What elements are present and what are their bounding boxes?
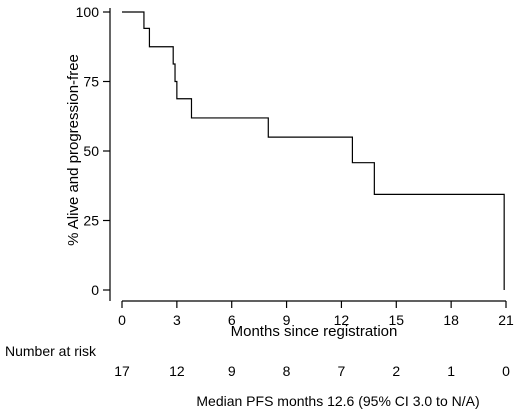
risk-count: 9 — [228, 363, 236, 379]
y-tick-label: 0 — [91, 282, 99, 298]
x-tick-label: 21 — [498, 312, 514, 328]
risk-table-label: Number at risk — [5, 343, 97, 359]
x-tick-label: 6 — [228, 312, 236, 328]
x-tick-label: 18 — [443, 312, 459, 328]
x-axis-title: Months since registration — [231, 323, 398, 340]
risk-count: 17 — [114, 363, 130, 379]
x-tick-label: 12 — [334, 312, 350, 328]
median-pfs-footer: Median PFS months 12.6 (95% CI 3.0 to N/… — [196, 393, 479, 409]
x-tick-label: 0 — [118, 312, 126, 328]
risk-count: 2 — [392, 363, 400, 379]
y-tick-label: 25 — [83, 213, 99, 229]
y-tick-label: 50 — [83, 143, 99, 159]
y-tick-label: 75 — [83, 74, 99, 90]
y-axis-ticks: 0 25 50 75 100 — [76, 4, 110, 298]
risk-count: 12 — [169, 363, 185, 379]
y-tick-label: 100 — [76, 4, 100, 20]
risk-count: 1 — [447, 363, 455, 379]
x-tick-label: 3 — [173, 312, 181, 328]
y-axis-title: % Alive and progression-free — [65, 54, 82, 246]
x-tick-label: 15 — [388, 312, 404, 328]
x-axis-ticks: 0 3 6 9 12 15 18 21 — [118, 300, 514, 328]
risk-count: 0 — [502, 363, 510, 379]
risk-count: 7 — [338, 363, 346, 379]
risk-count: 8 — [283, 363, 291, 379]
x-tick-label: 9 — [283, 312, 291, 328]
survival-curve — [122, 11, 505, 290]
risk-table-counts: 17 12 9 8 7 2 1 0 — [114, 363, 510, 379]
